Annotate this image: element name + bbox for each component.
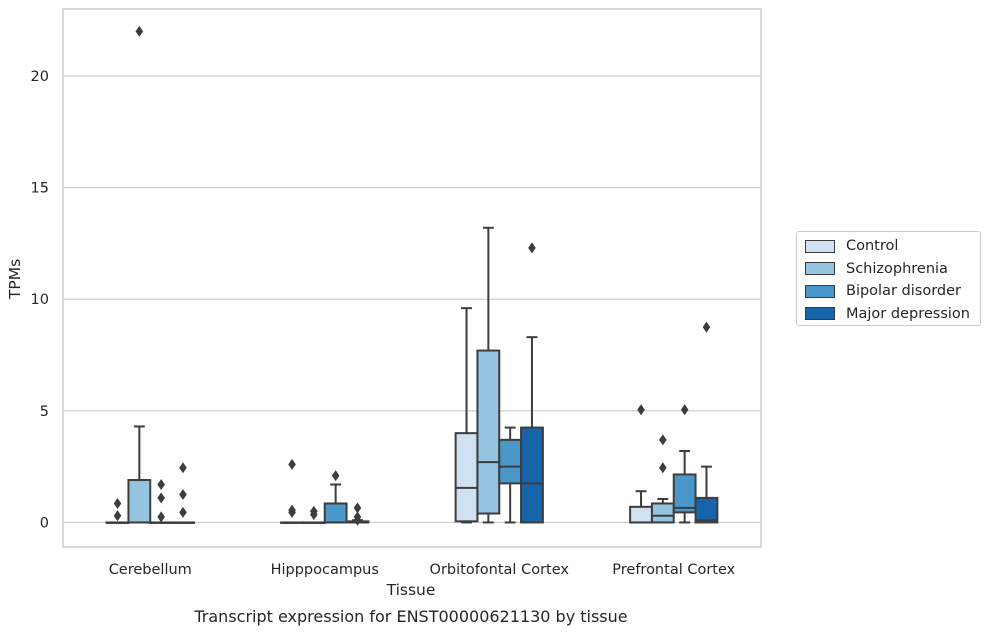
legend-label: Control [846,238,899,254]
plot-frame [62,8,762,548]
legend-swatch [805,284,835,298]
y-axis-label: TPMs [6,259,24,300]
legend-item: Bipolar disorder [805,282,961,300]
box [498,438,523,485]
box-control [280,458,304,524]
box [454,432,479,523]
box [629,505,653,524]
outlier-point [179,506,187,518]
outlier-point [331,470,340,482]
outlier-point [528,242,536,254]
y-tick-labels: 0 5 10 15 20 [31,69,49,531]
outlier-point [353,514,362,526]
outlier-point [157,478,165,490]
box [323,502,348,524]
outlier-point [113,510,122,522]
legend: Control Schizophrenia Bipolar disorder Majo… [796,231,981,326]
box [650,502,675,524]
box [672,473,697,514]
box-control [454,307,479,524]
outlier-point [288,506,296,518]
legend-label: Schizophrenia [846,260,948,277]
box-bipolar-disorder [498,426,523,524]
outlier-point [157,492,165,504]
box-schizophrenia [301,505,326,524]
legend-item: Schizophrenia [805,260,948,278]
chart-title: Transcript expression for ENST0000062113… [193,607,627,626]
outlier-point [659,462,667,474]
outlier-point [353,502,362,514]
legend-swatch [805,239,835,253]
outlier-point [702,321,711,333]
box-major-depression [345,502,370,526]
box-major-depression [694,321,719,524]
x-tick-label: Hipppocampus [271,562,379,578]
box-bipolar-disorder [149,478,174,524]
x-tick-labels: Cerebellum Hipppocampus Orbitofontal Corte… [109,562,736,578]
legend-label: Major depression [846,305,970,322]
box-control [629,404,653,524]
outlier-point [637,404,645,416]
outlier-point [179,489,187,501]
box [694,496,719,524]
box-schizophrenia [476,226,501,524]
box-schizophrenia [650,434,675,524]
y-gridlines [63,75,761,524]
box-bipolar-disorder [323,470,348,524]
x-axis-label: Tissue [386,581,436,599]
y-tick-label: 10 [31,292,49,308]
box-bipolar-disorder [672,404,697,524]
outlier-point [288,458,296,470]
outlier-point [659,434,667,446]
y-tick-label: 20 [31,69,49,85]
box-major-depression [171,462,195,524]
outlier-point [113,497,122,509]
box-plot-series [105,25,719,526]
outlier-point [179,462,187,474]
box [127,479,152,524]
outlier-point [680,404,689,416]
x-tick-label: Prefrontal Cortex [612,562,735,578]
box-schizophrenia [127,25,152,524]
x-tick-label: Orbitofontal Cortex [430,562,570,578]
box [476,349,501,515]
x-tick-label: Cerebellum [109,562,192,578]
y-tick-label: 0 [40,515,49,531]
outlier-point [135,25,144,37]
legend-swatch [805,262,835,275]
legend-label: Bipolar disorder [846,283,961,299]
box-major-depression [520,242,544,524]
legend-swatch [805,307,835,320]
outlier-point [157,511,165,523]
box-control [105,497,130,524]
y-tick-label: 15 [31,181,49,197]
outlier-point [310,509,318,521]
legend-item: Major depression [805,305,970,323]
box [520,426,544,524]
legend-item: Control [805,237,898,255]
y-tick-label: 5 [40,404,49,420]
